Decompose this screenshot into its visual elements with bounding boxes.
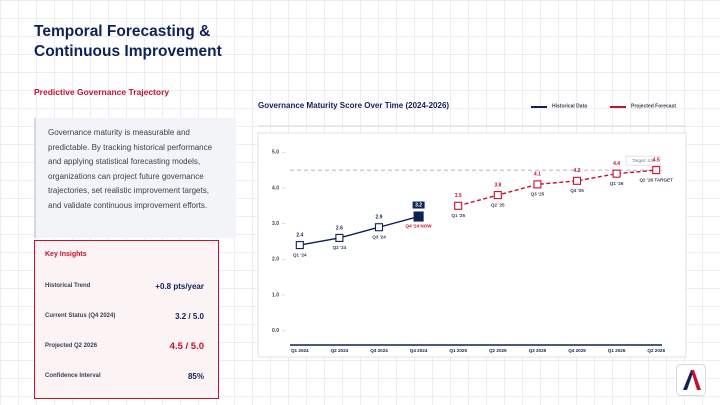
x-tick-label: Q2 2024 (331, 348, 349, 353)
data-point (533, 180, 542, 189)
data-point (493, 191, 502, 200)
point-label: Q2 '25 (491, 202, 505, 207)
insight-value: 3.2 / 5.0 (175, 311, 204, 321)
value-label: 3.2 (415, 202, 422, 208)
value-label: 3.5 (455, 193, 462, 199)
logo (676, 364, 706, 396)
insight-value: 4.5 / 5.0 (169, 340, 204, 352)
chart-card (257, 132, 687, 358)
point-label: Q4 '25 (570, 188, 584, 193)
value-label: 4.5 (653, 157, 660, 163)
y-tick-label: 1.0 (272, 292, 279, 298)
insight-row: Current Status (Q4 2024) 3.2 / 5.0 (45, 301, 204, 331)
value-label: 4.1 (534, 172, 541, 178)
y-tick-label: 4.0 (272, 185, 279, 191)
insights-box: Key Insights Historical Trend +0.8 pts/ye… (34, 240, 219, 399)
logo-stroke (683, 370, 694, 390)
slide-title: Temporal Forecasting & Continuous Improv… (34, 23, 222, 60)
y-tick-label: 3.0 (272, 221, 279, 227)
data-point (454, 201, 463, 210)
insight-label: Current Status (Q4 2024) (45, 313, 116, 319)
series-line (299, 215, 419, 246)
y-tick-label: 2.0 (272, 257, 279, 263)
insight-row: Historical Trend +0.8 pts/year (45, 271, 204, 301)
legend-label: Projected Forecast (631, 103, 676, 109)
data-point (374, 223, 384, 232)
point-label: Q2 '26 TARGET (639, 177, 673, 182)
point-label: Q1 '25 (451, 213, 465, 218)
point-label: Q3 '24 (372, 234, 386, 239)
point-label: Q3 '25 (531, 192, 545, 197)
chart-title: Governance Maturity Score Over Time (202… (258, 101, 449, 110)
value-label: 4.2 (574, 168, 581, 174)
x-tick-label: Q3 2025 (529, 348, 547, 353)
value-label: 4.4 (613, 161, 620, 167)
y-tick-label: 5.0 (272, 150, 279, 156)
value-label-bg (412, 201, 425, 209)
body-text: Governance maturity is measurable and pr… (34, 118, 236, 238)
target-label-box (625, 155, 661, 166)
insights-title: Key Insights (45, 251, 87, 258)
insight-label: Confidence Interval (45, 373, 101, 379)
point-label: Q2 '24 (333, 245, 347, 250)
point-label: Q1 '24 (293, 252, 307, 257)
x-tick-label: Q2 2025 (489, 348, 507, 353)
series-line (458, 169, 657, 207)
x-tick-label: Q1 2026 (608, 348, 626, 353)
data-point (652, 166, 661, 175)
x-tick-label: Q1 2025 (449, 348, 467, 353)
x-tick-label: Q4 2024 (410, 348, 428, 353)
insight-row: Projected Q2 2026 4.5 / 5.0 (45, 331, 204, 361)
insight-value: 85% (187, 371, 204, 381)
insight-label: Historical Trend (45, 283, 91, 289)
insight-value: +0.8 pts/year (155, 281, 204, 291)
logo-stroke (691, 370, 701, 390)
target-label: Target: 4.5 (632, 158, 654, 163)
x-tick-label: Q4 2025 (568, 348, 586, 353)
x-tick-label: Q2 2026 (647, 348, 665, 353)
data-point (413, 211, 424, 222)
logo-frame (676, 364, 706, 396)
data-point (335, 233, 344, 242)
insight-label: Projected Q2 2026 (45, 343, 98, 349)
data-point (572, 176, 582, 185)
insight-row: Confidence Interval 85% (45, 361, 204, 391)
value-label: 2.6 (336, 225, 343, 231)
x-tick-label: Q3 2024 (370, 348, 388, 353)
value-label: 2.9 (376, 215, 383, 221)
data-point (295, 241, 304, 250)
point-label: Q4 '24 NOW (406, 224, 433, 229)
legend-label: Historical Data (552, 103, 587, 109)
x-tick-label: Q1 2024 (291, 348, 309, 353)
y-tick-label: 0.0 (272, 328, 279, 334)
slide-subtitle: Predictive Governance Trajectory (34, 87, 170, 97)
point-label: Q1 '26 (610, 181, 624, 186)
value-label: 2.4 (296, 232, 303, 238)
value-label: 3.8 (494, 182, 501, 188)
data-point (612, 169, 621, 178)
